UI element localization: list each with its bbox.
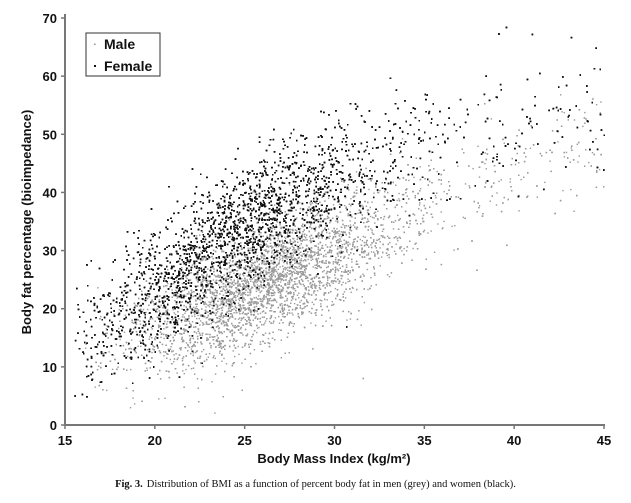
x-tick-label: 45 bbox=[597, 433, 611, 448]
y-tick-label: 20 bbox=[43, 302, 57, 317]
x-tick-label: 20 bbox=[148, 433, 162, 448]
legend-male-label: Male bbox=[104, 36, 135, 52]
legend-female-label: Female bbox=[104, 58, 152, 74]
caption-label: Fig. 3. bbox=[115, 479, 143, 490]
legend-box bbox=[85, 32, 161, 77]
x-tick-label: 15 bbox=[58, 433, 72, 448]
caption-text: Distribution of BMI as a function of per… bbox=[146, 479, 516, 490]
y-tick-label: 10 bbox=[43, 360, 57, 375]
legend: Male Female bbox=[85, 32, 161, 77]
x-tick-label: 30 bbox=[327, 433, 341, 448]
y-axis-title: Body fat percentage (bioimpedance) bbox=[19, 110, 34, 335]
x-tick-label: 25 bbox=[237, 433, 251, 448]
data-points bbox=[74, 26, 605, 414]
x-axis-title: Body Mass Index (kg/m²) bbox=[257, 451, 410, 466]
y-tick-label: 40 bbox=[43, 185, 57, 200]
y-tick-label: 30 bbox=[43, 244, 57, 259]
x-tick-label: 35 bbox=[417, 433, 431, 448]
legend-female-marker bbox=[94, 65, 96, 67]
x-tick-label: 40 bbox=[507, 433, 521, 448]
figure-caption: Fig. 3. Distribution of BMI as a function… bbox=[0, 479, 631, 490]
axes: 0 10 20 30 40 50 60 70 15 20 25 30 35 40 45 bbox=[43, 11, 612, 448]
y-tick-label: 60 bbox=[43, 69, 57, 84]
y-tick-label: 0 bbox=[50, 418, 57, 433]
legend-male-marker bbox=[94, 43, 96, 46]
y-tick-label: 70 bbox=[43, 11, 57, 26]
y-tick-label: 50 bbox=[43, 127, 57, 142]
